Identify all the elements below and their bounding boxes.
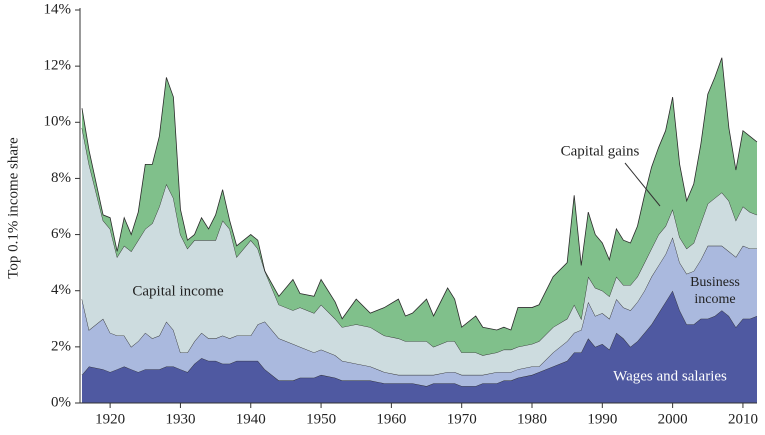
x-tick-label: 1990 — [587, 411, 617, 427]
y-tick-label: 10% — [44, 114, 72, 130]
y-tick-label: 12% — [44, 58, 72, 74]
area — [82, 127, 757, 375]
y-tick-label: 4% — [51, 282, 71, 298]
area-edge — [81, 57, 758, 331]
series-label: Business income — [690, 275, 740, 307]
leader-line — [624, 162, 661, 207]
x-tick-label: 1950 — [306, 411, 336, 427]
area — [82, 237, 757, 387]
y-tick-label: 2% — [51, 338, 71, 354]
x-tick-label: 1940 — [236, 411, 266, 427]
y-tick-label: 6% — [51, 226, 71, 242]
y-tick-label: 8% — [51, 170, 71, 186]
x-tick-label: 1970 — [447, 411, 477, 427]
y-axis-label: Top 0.1% income share — [5, 137, 21, 279]
x-tick-label: 1920 — [95, 411, 125, 427]
x-tick-label: 1930 — [165, 411, 195, 427]
series-label: Wages and salaries — [613, 368, 727, 384]
x-tick-label: 1960 — [376, 411, 406, 427]
x-tick-label: 1980 — [517, 411, 547, 427]
area — [82, 290, 757, 403]
series-label: Capital gains — [561, 143, 640, 159]
series-label: Capital income — [132, 283, 224, 299]
series-label-box: Business income — [690, 275, 740, 307]
x-tick-label: 2000 — [658, 411, 688, 427]
x-tick-label: 2010 — [728, 411, 758, 427]
y-tick-label: 14% — [44, 1, 72, 17]
y-tick-label: 0% — [51, 394, 71, 410]
